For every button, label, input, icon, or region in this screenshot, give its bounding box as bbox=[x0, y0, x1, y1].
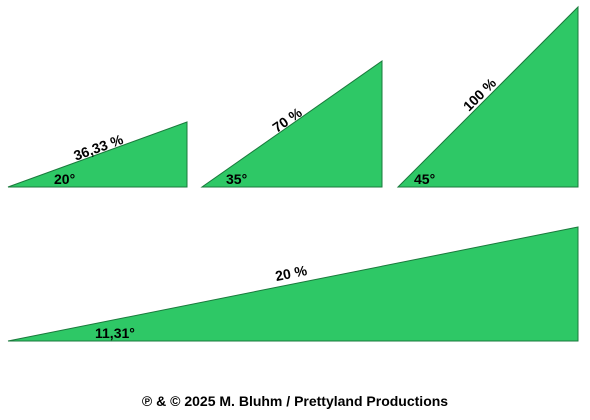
triangle-45-deg-shape bbox=[396, 5, 579, 188]
triangle-11-31-deg-slope-label: 20 % bbox=[274, 262, 309, 284]
triangle-45-deg: 100 % 45° bbox=[396, 5, 579, 188]
triangle-45-deg-angle-label: 45° bbox=[414, 171, 435, 187]
copyright-footer: ℗ & © 2025 M. Bluhm / Prettyland Product… bbox=[0, 393, 590, 409]
triangle-20-deg: 36,33 % 20° bbox=[7, 121, 188, 188]
triangle-35-deg: 70 % 35° bbox=[200, 60, 383, 188]
ampersand: & bbox=[156, 393, 167, 409]
copyright-year: 2025 bbox=[184, 393, 216, 409]
triangle-20-deg-angle-label: 20° bbox=[54, 171, 75, 187]
footer-separator: / bbox=[286, 393, 291, 409]
triangle-20-deg-shape bbox=[7, 121, 188, 188]
phonogram-symbol: ℗ bbox=[141, 393, 153, 409]
triangle-35-deg-shape bbox=[200, 60, 383, 188]
company-name: Prettyland Productions bbox=[294, 393, 449, 409]
triangle-35-deg-angle-label: 35° bbox=[226, 171, 247, 187]
triangle-11-31-deg-shape bbox=[7, 226, 579, 342]
author-name: M. Bluhm bbox=[219, 393, 283, 409]
triangle-11-31-deg: 20 % 11,31° bbox=[7, 226, 579, 342]
copyright-symbol: © bbox=[170, 393, 181, 409]
triangle-11-31-deg-angle-label: 11,31° bbox=[95, 325, 135, 341]
